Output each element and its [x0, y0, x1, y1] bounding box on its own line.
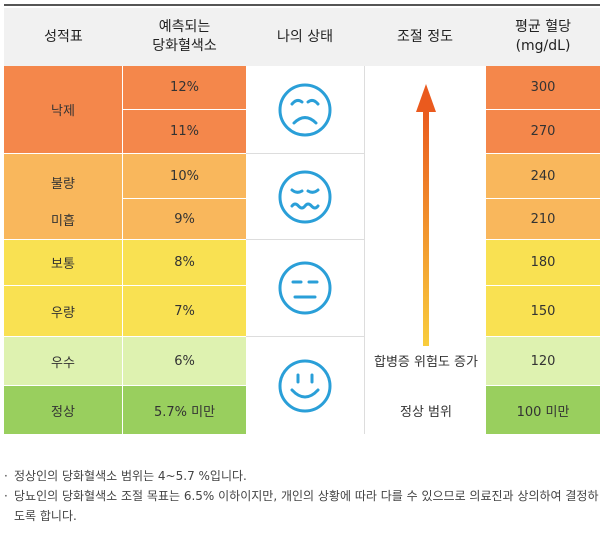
risk-increase-label: 합병증 위험도 증가 [374, 355, 478, 370]
hba1c-cell: 8% [123, 240, 246, 286]
bullet-dot: · [4, 489, 8, 503]
smiling-face-icon [278, 359, 332, 412]
glucose-cell: 210 [486, 199, 600, 240]
grade-cell-good: 우량 [4, 286, 123, 337]
footnote-text: 정상인의 당화혈색소 범위는 4~5.7 %입니다. [14, 469, 247, 483]
glucose-cell: 120 [486, 337, 600, 386]
hba1c-cell: 9% [123, 199, 246, 240]
state-cell-failing [246, 66, 364, 154]
hba1c-cell: 10% [123, 154, 246, 199]
state-cell-average [246, 240, 364, 337]
footnote-item: · 정상인의 당화혈색소 범위는 4~5.7 %입니다. [4, 466, 600, 486]
footnotes: · 정상인의 당화혈색소 범위는 4~5.7 %입니다. · 당뇨인의 당화혈색… [4, 466, 600, 526]
header-glucose: 평균 혈당 (mg/dL) [486, 8, 600, 66]
grade-cell-excellent: 우수 [4, 337, 123, 386]
grade-cell-normal: 정상 [4, 386, 123, 434]
control-normal-cell: 정상 범위 [364, 386, 488, 434]
header-state: 나의 상태 [246, 8, 365, 66]
glucose-cell: 270 [486, 110, 600, 154]
hba1c-cell: 5.7% 미만 [123, 386, 246, 434]
header-grade: 성적표 [4, 8, 124, 66]
sad-face-icon [278, 83, 332, 136]
state-cell-excellent [246, 337, 364, 434]
footnote-text: 당뇨인의 당화혈색소 조절 목표는 6.5% 이하이지만, 개인의 상황에 따라… [14, 489, 599, 523]
footnote-item: · 당뇨인의 당화혈색소 조절 목표는 6.5% 이하이지만, 개인의 상황에 … [4, 486, 600, 526]
grade-cell-average: 보통 [4, 240, 123, 286]
grade-cell-failing: 낙제 [4, 66, 123, 154]
glucose-cell: 240 [486, 154, 600, 199]
hba1c-cell: 12% [123, 66, 246, 110]
control-risk-cell: 합병증 위험도 증가 [364, 66, 488, 387]
hba1c-cell: 11% [123, 110, 246, 154]
header-hba1c: 예측되는 당화혈색소 [123, 8, 247, 66]
risk-increase-arrow-icon [416, 84, 436, 346]
state-cell-poor [246, 154, 364, 240]
glucose-cell: 150 [486, 286, 600, 337]
glucose-cell: 100 미만 [486, 386, 600, 434]
bullet-dot: · [4, 469, 8, 483]
glucose-cell: 300 [486, 66, 600, 110]
header-control: 조절 정도 [364, 8, 487, 66]
glucose-cell: 180 [486, 240, 600, 286]
hba1c-cell: 7% [123, 286, 246, 337]
grade-cell-insufficient: 미흡 [4, 199, 123, 240]
neutral-face-icon [278, 261, 332, 315]
hba1c-grade-table: 성적표 예측되는 당화혈색소 나의 상태 조절 정도 평균 혈당 (mg/dL)… [4, 4, 600, 436]
wavy-mouth-face-icon [278, 170, 332, 223]
hba1c-cell: 6% [123, 337, 246, 386]
